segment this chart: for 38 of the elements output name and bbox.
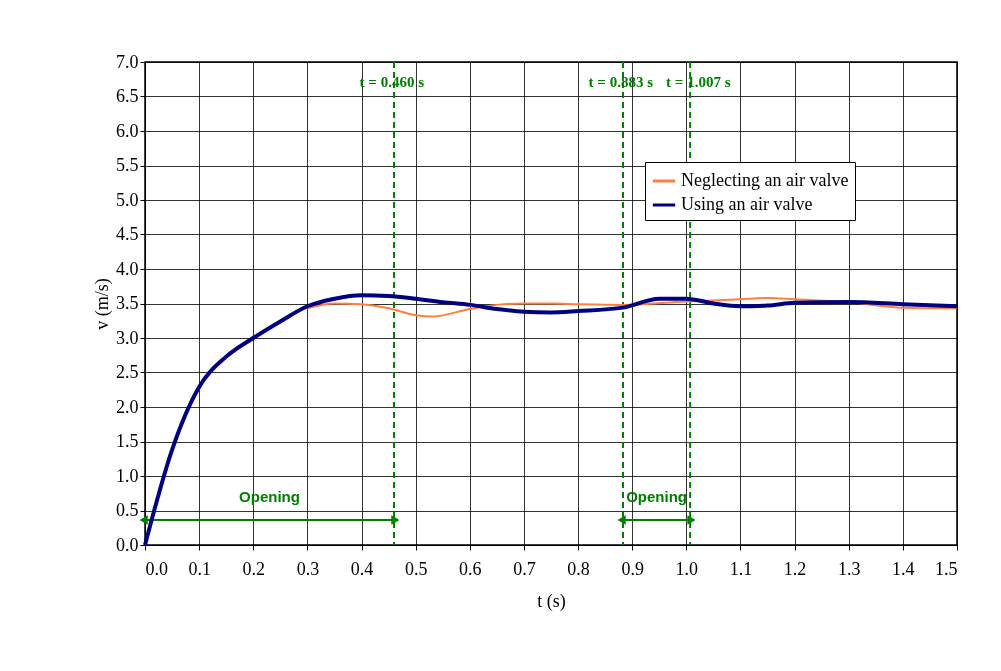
y-axis-title: v (m/s) [92, 278, 113, 330]
legend-label: Neglecting an air valve [681, 170, 849, 190]
y-tick-label: 1.0 [116, 465, 139, 486]
y-tick-label: 0.5 [116, 500, 139, 520]
y-tick-label: 1.5 [116, 431, 139, 451]
y-tick-label: 4.0 [116, 258, 139, 279]
y-tick-label: 7.0 [116, 51, 139, 72]
x-tick-label: 1.0 [675, 558, 699, 579]
x-tick-label: 0.5 [404, 558, 428, 579]
line-series [306, 296, 958, 318]
x-axis-title: t (s) [537, 590, 566, 612]
legend-label: Using an air valve [681, 194, 813, 214]
y-tick-label: 2.5 [116, 362, 139, 382]
x-tick-label: 1.2 [783, 558, 807, 579]
x-tick-label: 0.0 [145, 558, 168, 579]
y-tick-label: 6.5 [116, 86, 139, 106]
y-tick-label: 3.0 [116, 327, 139, 348]
y-tick-label: 3.5 [116, 293, 139, 313]
y-tick-label: 4.5 [116, 224, 139, 244]
x-tick-label: 0.6 [459, 558, 482, 579]
x-tick-label: 0.3 [296, 558, 320, 579]
x-tick-label: 0.4 [350, 558, 374, 579]
x-tick-label: 0.7 [513, 558, 536, 579]
x-tick-label: 0.1 [188, 558, 211, 579]
ref-line-label: t = 1.007 s [666, 74, 731, 90]
x-tick-label: 0.2 [242, 558, 266, 579]
y-tick-label: 2.0 [116, 396, 139, 417]
x-tick-label: 1.3 [837, 558, 861, 579]
ref-line-label: t = 0.460 s [359, 74, 425, 90]
y-tick-label: 6.0 [116, 120, 139, 141]
y-tick-label: 0.0 [116, 534, 139, 555]
x-tick-label: 0.9 [621, 558, 644, 579]
x-tick-label: 0.8 [567, 558, 590, 579]
y-tick-label: 5.5 [116, 155, 139, 175]
x-tick-label: 1.1 [729, 558, 753, 579]
x-tick-label: 1.4 [892, 558, 915, 579]
y-tick-label: 5.0 [116, 189, 139, 210]
x-tick-label: 1.5 [935, 558, 958, 579]
